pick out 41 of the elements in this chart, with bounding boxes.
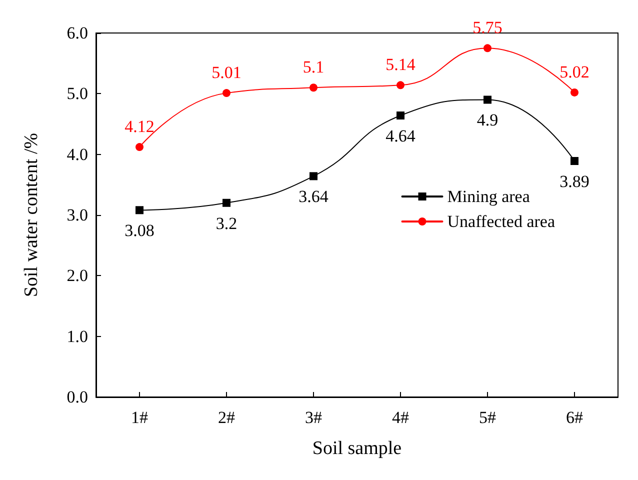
y-tick-label: 2.0 — [66, 266, 88, 286]
point — [570, 88, 578, 96]
data-label: 4.9 — [476, 110, 498, 130]
point — [310, 84, 318, 92]
data-label: 3.64 — [298, 187, 329, 206]
data-label: 5.14 — [386, 55, 416, 74]
data-label: 5.02 — [560, 62, 590, 82]
point — [396, 112, 404, 120]
data-label: 5.75 — [472, 18, 502, 38]
data-label: 5.01 — [212, 63, 242, 82]
data-label: 4.12 — [124, 117, 154, 136]
x-tick-label: 2# — [218, 408, 236, 427]
point — [484, 44, 492, 52]
x-tick-label: 3# — [305, 408, 322, 427]
point — [222, 198, 230, 207]
legend-label: Unaffected area — [447, 212, 556, 231]
y-tick-label: 5.0 — [66, 84, 88, 104]
point — [570, 157, 578, 166]
point — [222, 89, 230, 98]
x-axis-title: Soil sample — [312, 438, 402, 459]
data-label: 3.89 — [560, 172, 590, 192]
y-axis-title: Soil water content /% — [21, 132, 42, 298]
y-tick-label: 1.0 — [66, 326, 88, 346]
point — [484, 96, 492, 104]
data-label: 3.08 — [124, 221, 154, 240]
x-tick-label: 5# — [479, 408, 496, 427]
x-tick-label: 4# — [392, 408, 410, 427]
x-tick-label: 6# — [566, 408, 584, 427]
data-label: 5.1 — [302, 58, 324, 77]
y-tick-label: 4.0 — [66, 144, 88, 164]
y-tick-label: 0.0 — [66, 388, 88, 406]
point — [136, 206, 144, 214]
data-label: 3.2 — [216, 214, 238, 233]
point — [396, 81, 404, 90]
y-tick-label: 3.0 — [66, 206, 88, 224]
point — [310, 172, 318, 180]
legend-label: Mining area — [447, 187, 530, 206]
data-label: 4.64 — [386, 126, 416, 146]
point — [136, 143, 144, 152]
x-tick-label: 1# — [131, 408, 148, 427]
y-tick-label: 6.0 — [66, 24, 88, 42]
